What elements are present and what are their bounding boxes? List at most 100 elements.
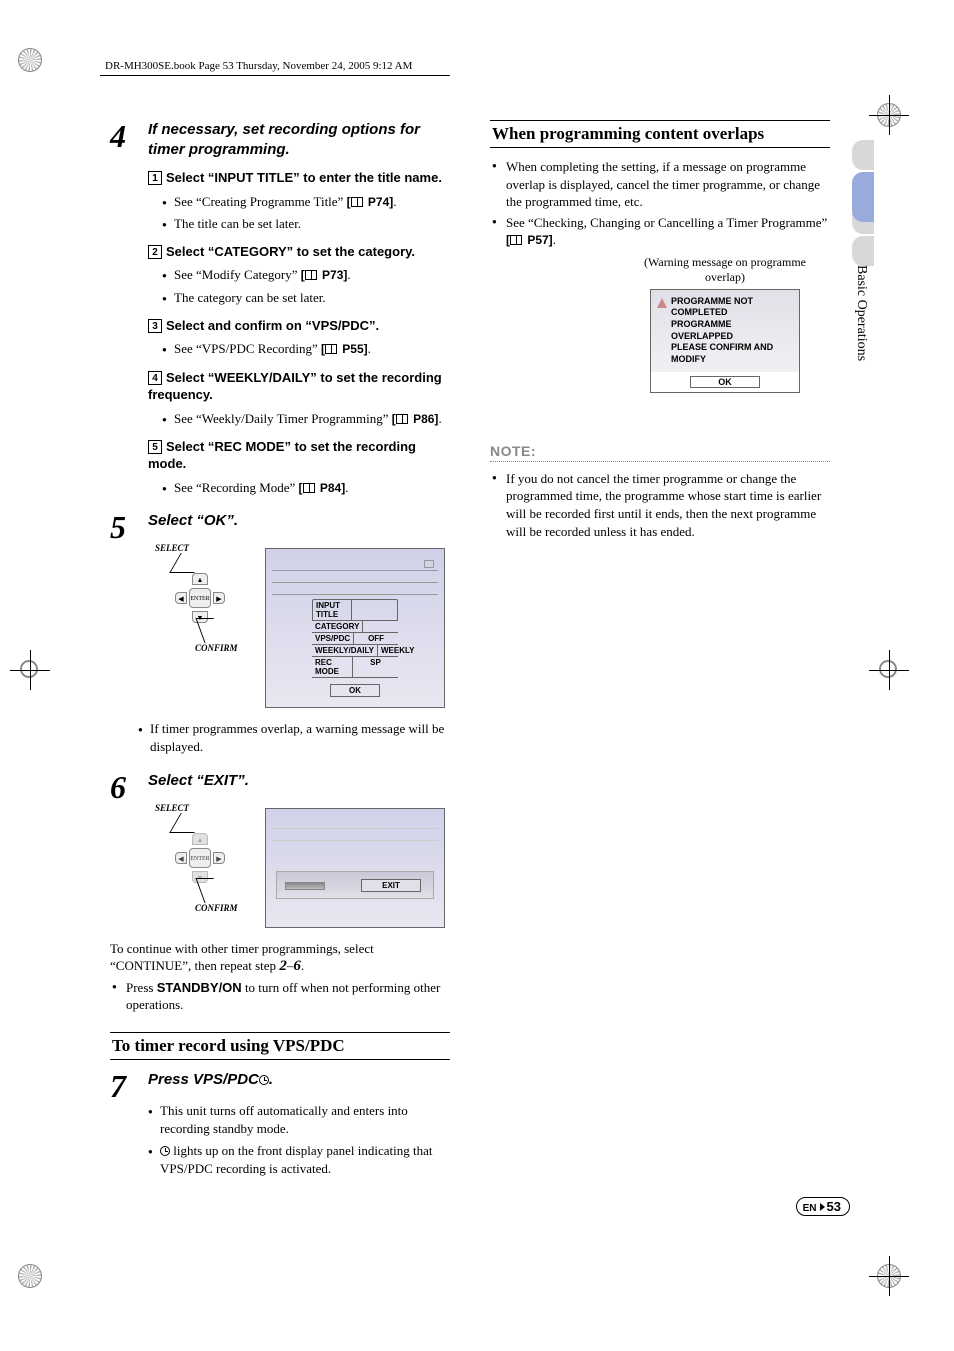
step-title: Press VPS/PDC. xyxy=(148,1070,450,1090)
right-button-icon: ▶ xyxy=(213,852,225,864)
step-number: 6 xyxy=(110,771,126,803)
remote-confirm-label: CONFIRM xyxy=(195,903,238,913)
bullet-text: See “Modify Category” [ P73]. xyxy=(162,266,450,284)
warning-ok-button: OK xyxy=(690,376,760,388)
screen-cell xyxy=(363,621,398,632)
bullet-text: The category can be set later. xyxy=(162,289,450,307)
note-bullet: If you do not cancel the timer programme… xyxy=(490,470,830,540)
book-icon xyxy=(351,197,363,207)
sub-step: 3Select and confirm on “VPS/PDC”. xyxy=(148,317,450,335)
step-number: 5 xyxy=(110,511,126,543)
left-button-icon: ◀ xyxy=(175,592,187,604)
screen-mockup: EXIT xyxy=(265,808,445,928)
book-icon xyxy=(325,344,337,354)
screen-cell xyxy=(352,600,397,620)
registration-mark xyxy=(10,650,50,690)
screen-cell: VPS/PDC xyxy=(312,633,354,644)
screen-cell: WEEKLY/DAILY xyxy=(312,645,378,656)
bullet-text: When completing the setting, if a messag… xyxy=(490,158,830,211)
enter-button-icon: ENTER xyxy=(189,588,211,608)
enter-button-icon: ENTER xyxy=(189,848,211,868)
book-icon xyxy=(396,414,408,424)
bullet-text: See “Recording Mode” [ P84]. xyxy=(162,479,450,497)
screen-cell: OFF xyxy=(354,633,398,644)
warning-caption: (Warning message on programme overlap) xyxy=(630,255,820,285)
remote-select-label: SELECT xyxy=(155,543,189,553)
bullet-text: This unit turns off automatically and en… xyxy=(148,1102,450,1138)
screen-cell: WEEKLY xyxy=(378,645,418,656)
right-column: When programming content overlaps When c… xyxy=(490,120,830,1192)
screen-table-row: WEEKLY/DAILYWEEKLY xyxy=(312,645,398,657)
side-tab-label: Basic Operations xyxy=(853,265,869,361)
step-title: Select “EXIT”. xyxy=(148,771,450,791)
book-icon xyxy=(510,235,522,245)
sub-step-number: 4 xyxy=(148,371,162,385)
bullet-text: See “Checking, Changing or Cancelling a … xyxy=(490,214,830,249)
page-footer: EN 53 xyxy=(796,1197,850,1216)
bullet-text: See “Weekly/Daily Timer Programming” [ P… xyxy=(162,410,450,428)
remote-confirm-label: CONFIRM xyxy=(195,643,238,653)
screen-mockup: INPUT TITLECATEGORYVPS/PDCOFFWEEKLY/DAIL… xyxy=(265,548,445,708)
sub-step: 5Select “REC MODE” to set the recording … xyxy=(148,438,450,473)
sub-step-number: 3 xyxy=(148,319,162,333)
warning-line: PROGRAMME NOT COMPLETED xyxy=(671,296,793,319)
bullet-text: See “Creating Programme Title” [ P74]. xyxy=(162,193,450,211)
section-heading-overlap: When programming content overlaps xyxy=(490,120,830,148)
screen-ok-button: OK xyxy=(330,684,380,697)
step-5: 5 Select “OK”. SELECT ▲ ▼ ◀ ▶ ENTER CONF… xyxy=(110,511,450,756)
left-button-icon: ◀ xyxy=(175,852,187,864)
registration-mark xyxy=(10,40,50,80)
step-7: 7 Press VPS/PDC. This unit turns off aut… xyxy=(110,1070,450,1179)
screen-cell: REC MODE xyxy=(312,657,353,677)
remote-diagram: SELECT ▲ ▼ ◀ ▶ ENTER CONFIRM xyxy=(145,543,255,653)
warning-triangle-icon xyxy=(657,298,667,308)
step-title: Select “OK”. xyxy=(148,511,450,531)
screen-cell: CATEGORY xyxy=(312,621,363,632)
warning-line: PROGRAMME OVERLAPPED xyxy=(671,319,793,342)
screen-exit-button: EXIT xyxy=(361,879,421,892)
section-heading-vps: To timer record using VPS/PDC xyxy=(110,1032,450,1060)
remote-select-label: SELECT xyxy=(155,803,189,813)
step-number: 4 xyxy=(110,120,126,152)
registration-mark xyxy=(10,1256,50,1296)
registration-mark xyxy=(869,1256,909,1296)
bullet-text: See “VPS/PDC Recording” [ P55]. xyxy=(162,340,450,358)
left-column: 4 If necessary, set recording options fo… xyxy=(110,120,450,1192)
sub-step-number: 5 xyxy=(148,440,162,454)
sub-step: 4Select “WEEKLY/DAILY” to set the record… xyxy=(148,369,450,404)
lang-badge: EN xyxy=(803,1203,817,1214)
note-label: NOTE: xyxy=(490,443,830,459)
screen-cell: SP xyxy=(353,657,398,677)
sub-step: 2Select “CATEGORY” to set the category. xyxy=(148,243,450,261)
warning-box: PROGRAMME NOT COMPLETED PROGRAMME OVERLA… xyxy=(650,289,800,393)
triangle-icon xyxy=(820,1203,825,1211)
side-tabs xyxy=(852,140,874,268)
tab-blob xyxy=(852,140,874,170)
sub-step-number: 2 xyxy=(148,245,162,259)
screen-table-row: VPS/PDCOFF xyxy=(312,633,398,645)
up-button-icon: ▲ xyxy=(192,833,208,845)
registration-mark xyxy=(869,95,909,135)
clock-icon xyxy=(259,1075,269,1085)
remote-diagram: SELECT ▲ ▼ ◀ ▶ ENTER CONFIRM xyxy=(145,803,255,913)
screen-table-row: REC MODESP xyxy=(312,657,398,678)
bullet-text: The title can be set later. xyxy=(162,215,450,233)
step-6: 6 Select “EXIT”. SELECT ▲ ▼ ◀ ▶ ENTER CO… xyxy=(110,771,450,1014)
warning-line: PLEASE CONFIRM AND MODIFY xyxy=(671,342,793,365)
sub-step: 1Select “INPUT TITLE” to enter the title… xyxy=(148,169,450,187)
step-4: 4 If necessary, set recording options fo… xyxy=(110,120,450,497)
tab-blob-active xyxy=(852,172,874,222)
continue-text: To continue with other timer programming… xyxy=(110,940,450,975)
header-rule xyxy=(100,75,450,76)
screen-table-row: INPUT TITLE xyxy=(312,599,398,621)
book-icon xyxy=(303,483,315,493)
sub-step-number: 1 xyxy=(148,171,162,185)
page-number: 53 xyxy=(827,1199,841,1214)
bullet-text: Press STANDBY/ON to turn off when not pe… xyxy=(110,979,450,1014)
step-title: If necessary, set recording options for … xyxy=(148,120,450,159)
bullet-text: lights up on the front display panel ind… xyxy=(148,1142,450,1178)
book-icon xyxy=(305,270,317,280)
right-button-icon: ▶ xyxy=(213,592,225,604)
tab-blob xyxy=(852,236,874,266)
screen-table-row: CATEGORY xyxy=(312,621,398,633)
